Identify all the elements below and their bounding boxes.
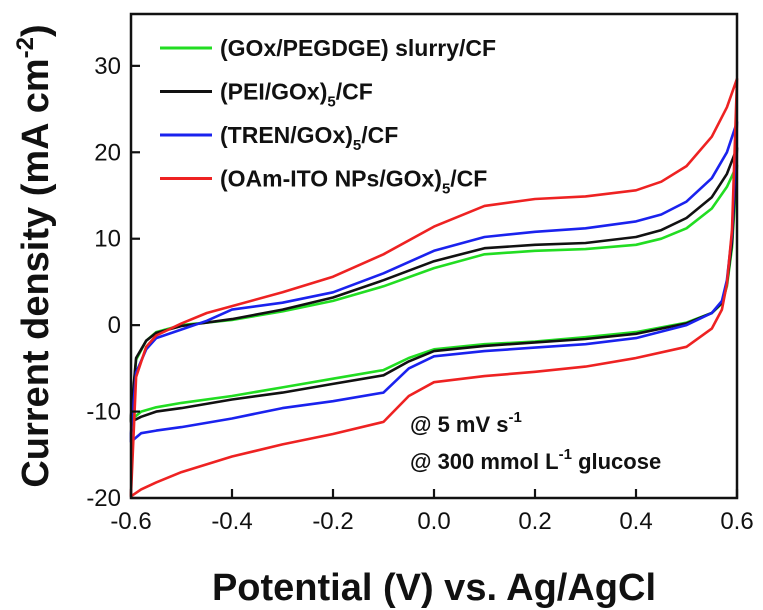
- series-line-4: [129, 77, 739, 498]
- y-tick-label: 0: [108, 312, 121, 339]
- x-tick-label: -0.6: [110, 508, 151, 535]
- y-axis-title-sup: -2: [12, 37, 39, 58]
- x-tick-label: 0.0: [417, 508, 450, 535]
- legend-label-2: (PEI/GOx)5/CF: [220, 79, 373, 111]
- x-tick-label: 0.4: [619, 508, 652, 535]
- y-axis-title-close: ): [15, 24, 57, 37]
- x-tick-label: -0.4: [211, 508, 252, 535]
- annotation-1: @ 5 mV s-1: [410, 409, 522, 437]
- tick-layer: -0.6 -0.4 -0.2 0.0 0.2 0.4 0.6 -20 -10 0 10 20 30: [86, 53, 753, 535]
- annotation-2: @ 300 mmol L-1 glucose: [410, 446, 661, 474]
- annotations: @ 5 mV s-1 @ 300 mmol L-1 glucose: [410, 409, 661, 474]
- y-tick-label: -20: [86, 485, 121, 512]
- y-tick-label: 30: [94, 53, 121, 80]
- x-axis-title: Potential (V) vs. Ag/AgCl: [212, 567, 656, 609]
- y-tick-label: 10: [94, 226, 121, 253]
- legend: (GOx/PEGDGE) slurry/CF (PEI/GOx)5/CF (TREN…: [160, 35, 496, 198]
- y-tick-label: -10: [86, 399, 121, 426]
- y-axis-title: Current density (mA cm-2): [12, 24, 57, 487]
- y-tick-label: 20: [94, 139, 121, 166]
- legend-label-1: (GOx/PEGDGE) slurry/CF: [220, 35, 496, 61]
- x-tick-label: 0.6: [720, 508, 753, 535]
- legend-label-3: (TREN/GOx)5/CF: [220, 122, 398, 154]
- x-tick-label: 0.2: [518, 508, 551, 535]
- x-tick-label: -0.2: [312, 508, 353, 535]
- legend-label-4: (OAm-ITO NPs/GOx)5/CF: [220, 166, 487, 198]
- y-axis-title-text: Current density (mA cm: [15, 58, 57, 487]
